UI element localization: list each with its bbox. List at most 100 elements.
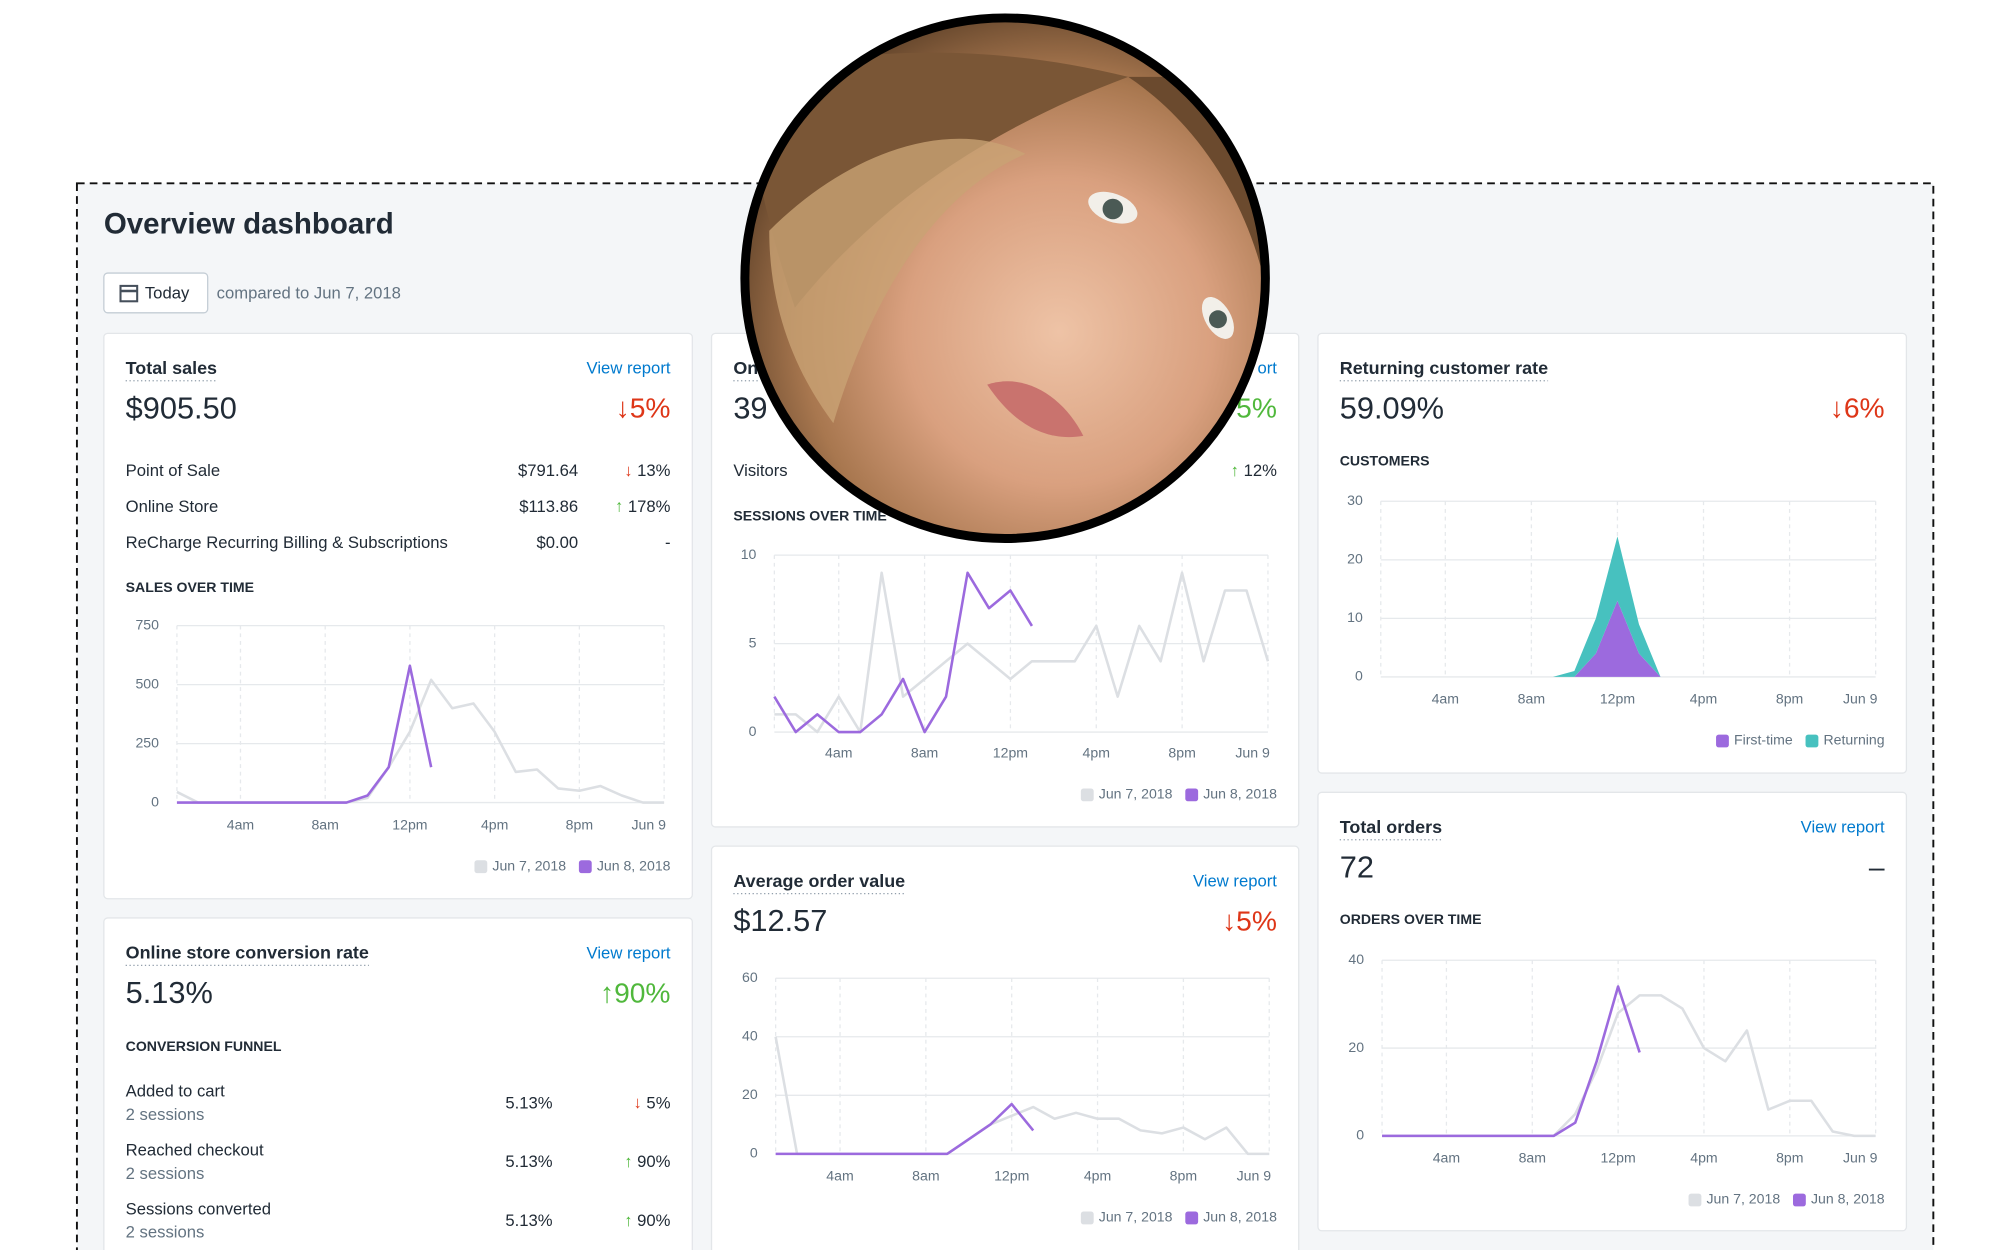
x-tick-label: Jun 9	[1843, 691, 1878, 707]
legend-label: Jun 8, 2018	[1203, 1209, 1277, 1225]
legend-swatch	[1792, 1193, 1806, 1207]
photo-lips	[987, 381, 1084, 438]
view-report-link[interactable]: ort	[1257, 359, 1277, 378]
legend-label: First-time	[1734, 732, 1793, 748]
card-title: Total sales	[126, 358, 217, 378]
funnel-sub: 2 sessions	[126, 1164, 205, 1183]
row-amount: $0.00	[537, 533, 579, 552]
x-tick-label: 4pm	[1690, 691, 1717, 707]
view-report-link[interactable]: View report	[587, 943, 671, 962]
x-tick-label: 4pm	[481, 816, 508, 832]
y-tick-label: 500	[135, 675, 159, 691]
y-tick-label: 750	[135, 616, 159, 632]
x-tick-label: Jun 9	[631, 816, 666, 832]
card-frame	[103, 917, 693, 1250]
legend-label: Jun 7, 2018	[1099, 786, 1173, 802]
x-tick-label: 8am	[1519, 1150, 1546, 1166]
x-tick-label: 4am	[1432, 691, 1459, 707]
row-change: ↑ 12%	[1231, 461, 1277, 480]
chart: 0 20 40 60 4am 8am 12pm 4pm 8pm Jun 9 Jun 8, 2018 J…	[742, 969, 1277, 1225]
photo-eye	[1102, 198, 1124, 220]
y-tick-label: 5	[749, 634, 757, 650]
chart: 0 10 20 30 4am 8am 12pm 4pm 8pm Jun 9 Returning Fir…	[1347, 492, 1884, 748]
series-area	[1380, 600, 1876, 677]
section-label: CUSTOMERS	[1340, 452, 1430, 468]
card-title: Online store conversion rate	[126, 943, 369, 963]
card-change: 5%	[1236, 392, 1277, 424]
legend-swatch	[474, 860, 488, 874]
y-tick-label: 40	[742, 1027, 758, 1043]
x-tick-label: 12pm	[993, 745, 1028, 761]
date-button[interactable]: Today	[103, 272, 209, 314]
legend-swatch	[1805, 734, 1819, 748]
series-line	[775, 1102, 1035, 1156]
funnel-change: ↓ 5%	[633, 1093, 670, 1112]
row-change: -	[665, 533, 671, 552]
y-tick-label: 60	[742, 969, 758, 985]
card-frame	[1317, 332, 1908, 774]
section-label: ORDERS OVER TIME	[1340, 911, 1482, 927]
legend-swatch	[1716, 734, 1729, 748]
card: Total orders View report 72 – ORDERS OVER TI…	[1317, 791, 1908, 1232]
y-tick-label: 20	[1347, 551, 1363, 567]
x-tick-label: 12pm	[1600, 691, 1635, 707]
y-tick-label: 250	[135, 734, 159, 750]
y-tick-label: 20	[1348, 1039, 1364, 1055]
legend-label: Jun 7, 2018	[1099, 1209, 1173, 1225]
series-area	[1380, 536, 1876, 677]
view-report-link[interactable]: View report	[1193, 871, 1277, 890]
y-tick-label: 0	[151, 793, 159, 809]
row-change: ↓ 13%	[624, 461, 670, 480]
card: Total sales View report $905.50 ↓5% Point of…	[103, 332, 693, 900]
dashboard-title: Overview dashboard	[104, 207, 394, 240]
card-title: On	[733, 358, 758, 378]
section-label: CONVERSION FUNNEL	[126, 1038, 282, 1054]
legend-swatch	[1080, 1211, 1094, 1225]
series-line	[176, 664, 433, 804]
x-tick-label: 8am	[912, 1168, 939, 1184]
chart: 0 20 40 4am 8am 12pm 4pm 8pm Jun 9 Jun 8, 2018 Jun…	[1348, 951, 1884, 1207]
x-tick-label: 8am	[1518, 691, 1545, 707]
comparison-text: compared to Jun 7, 2018	[217, 284, 401, 303]
row-amount: $113.86	[519, 497, 578, 516]
card-value: 5.13%	[126, 975, 213, 1010]
row-label: ReCharge Recurring Billing & Subscriptio…	[126, 533, 448, 552]
card-change: ↓5%	[1222, 905, 1277, 937]
legend-label: Jun 7, 2018	[492, 857, 566, 873]
card-change: –	[1869, 851, 1885, 883]
view-report-link[interactable]: View report	[1801, 818, 1885, 837]
row-change: ↑ 178%	[615, 497, 671, 516]
legend-swatch	[1185, 1211, 1199, 1225]
legend-swatch	[1185, 788, 1199, 802]
funnel-sub: 2 sessions	[126, 1105, 205, 1124]
y-tick-label: 20	[742, 1086, 758, 1102]
y-tick-label: 30	[1347, 492, 1363, 508]
chart: 0 250 500 750 4am 8am 12pm 4pm 8pm Jun 9 Jun 8, 20…	[135, 616, 670, 873]
legend-swatch	[578, 860, 592, 874]
legend-swatch	[1080, 788, 1094, 802]
date-button-frame[interactable]	[103, 272, 209, 314]
view-report-link[interactable]: View report	[587, 359, 671, 378]
legend-label: Jun 8, 2018	[597, 857, 671, 873]
x-tick-label: 4am	[227, 816, 254, 832]
funnel-rate: 5.13%	[505, 1211, 552, 1230]
x-tick-label: 12pm	[994, 1168, 1029, 1184]
y-tick-label: 0	[1356, 1127, 1364, 1143]
y-tick-label: 0	[750, 1145, 758, 1161]
card-value: 72	[1340, 849, 1374, 884]
x-tick-label: 4am	[826, 1168, 853, 1184]
funnel-rate: 5.13%	[505, 1093, 552, 1112]
funnel-change: ↑ 90%	[624, 1211, 670, 1230]
card: Online store conversion rate View report 5…	[103, 917, 693, 1250]
photo-border	[740, 13, 1270, 543]
date-button-label[interactable]: Today	[145, 284, 190, 303]
x-tick-label: 4am	[1433, 1150, 1460, 1166]
x-tick-label: 8pm	[1168, 745, 1195, 761]
x-tick-label: 4pm	[1084, 1168, 1111, 1184]
x-tick-label: 12pm	[1600, 1150, 1635, 1166]
funnel-label: Sessions converted	[126, 1200, 271, 1219]
series-line	[774, 571, 1270, 734]
chart: 0 5 10 4am 8am 12pm 4pm 8pm Jun 9 Jun 8, 2018 Jun …	[741, 546, 1277, 802]
legend-swatch	[1688, 1193, 1702, 1207]
